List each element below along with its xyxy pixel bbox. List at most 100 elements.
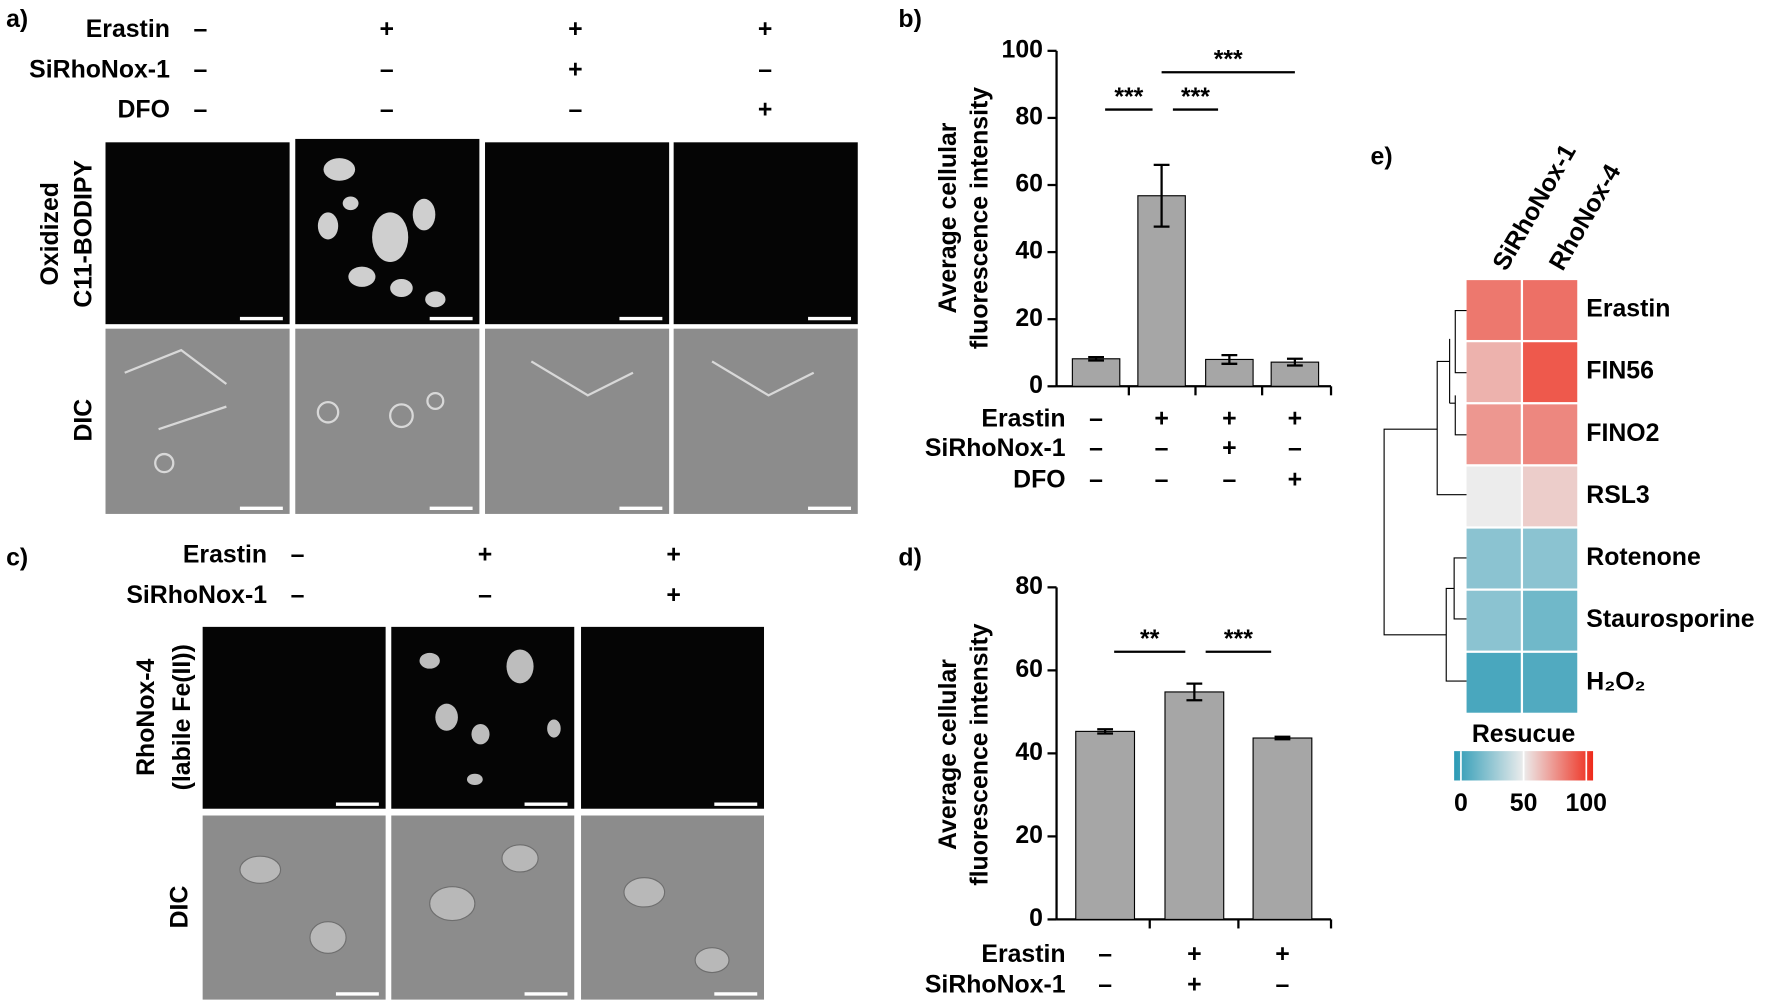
error-bar <box>1097 728 1114 735</box>
micrograph <box>581 815 765 1000</box>
condition-sign: – <box>1098 941 1112 968</box>
condition-label: SiRhoNox-1 <box>126 582 267 609</box>
row-label: Erastin <box>1586 296 1670 323</box>
condition-sign: – <box>1222 467 1236 494</box>
condition-sign: + <box>568 57 583 84</box>
condition-sign: + <box>1288 467 1303 494</box>
condition-sign: + <box>758 16 772 43</box>
condition-sign: – <box>380 96 394 123</box>
panel-c-images <box>202 626 765 1000</box>
condition-sign: – <box>758 57 772 84</box>
y-axis-title: fluorescence intensity <box>966 87 993 349</box>
condition-sign: – <box>193 57 207 84</box>
y-tick-label: 20 <box>1015 822 1043 849</box>
colorbar-tick-label: 0 <box>1454 790 1468 817</box>
bar <box>1075 730 1136 920</box>
condition-sign: + <box>568 16 583 43</box>
condition-sign: + <box>478 541 493 568</box>
condition-sign: + <box>1187 972 1202 999</box>
y-tick-label: 60 <box>1015 171 1043 198</box>
micrograph <box>485 328 670 514</box>
condition-sign: – <box>1155 435 1169 462</box>
micrograph <box>105 142 290 325</box>
condition-sign: + <box>758 96 772 123</box>
condition-sign: + <box>1222 435 1237 462</box>
significance-label: ** <box>1140 626 1160 653</box>
row-label: DIC <box>71 399 98 442</box>
condition-sign: – <box>1089 435 1103 462</box>
row-label: FINO2 <box>1586 420 1659 447</box>
panel-label: c) <box>6 545 28 572</box>
micrograph <box>202 626 386 809</box>
y-tick-label: 80 <box>1015 573 1043 600</box>
condition-sign: + <box>1222 406 1237 433</box>
condition-sign: – <box>1089 406 1103 433</box>
panel-label: a) <box>6 6 28 33</box>
significance-label: *** <box>1114 84 1143 111</box>
condition-sign: – <box>193 16 207 43</box>
row-label: RhoNox-4 <box>133 658 160 775</box>
row-label: Staurosporine <box>1586 606 1754 633</box>
condition-label: SiRhoNox-1 <box>925 972 1066 999</box>
heatmap-cell <box>1466 280 1521 340</box>
condition-sign: + <box>1154 406 1169 433</box>
heatmap-cell <box>1523 590 1578 651</box>
significance-label: *** <box>1214 47 1243 74</box>
heatmap-cell <box>1523 404 1578 465</box>
micrograph <box>391 815 575 1000</box>
heatmap-cell <box>1466 404 1521 465</box>
condition-label: SiRhoNox-1 <box>29 57 170 84</box>
row-label: RSL3 <box>1586 482 1649 509</box>
heatmap-cell <box>1523 342 1578 403</box>
heatmap-cell <box>1466 528 1521 589</box>
heatmap-cell <box>1523 652 1578 713</box>
condition-label: DFO <box>117 96 169 123</box>
condition-sign: + <box>1288 406 1303 433</box>
error-bar <box>1088 355 1104 362</box>
y-tick-label: 0 <box>1029 372 1043 399</box>
row-label: Oxidized <box>37 182 64 285</box>
condition-sign: – <box>568 96 582 123</box>
micrograph <box>485 142 670 325</box>
error-bar <box>1221 353 1238 365</box>
cell-outlines <box>239 844 730 974</box>
micrograph <box>202 815 386 1000</box>
colorbar-tick-label: 100 <box>1566 790 1607 817</box>
colorbar-tick-label: 50 <box>1510 790 1538 817</box>
significance-label: *** <box>1224 626 1253 653</box>
micrograph <box>391 626 575 809</box>
y-tick-label: 0 <box>1029 905 1043 932</box>
condition-sign: – <box>1155 467 1169 494</box>
heatmap-cell <box>1523 280 1578 340</box>
panel-a-images <box>105 138 858 514</box>
heatmap-cell <box>1523 466 1578 527</box>
error-bar <box>1153 163 1170 228</box>
condition-sign: – <box>1276 972 1290 999</box>
row-label: FIN56 <box>1586 358 1654 385</box>
y-axis-title: Average cellular <box>935 122 962 313</box>
condition-label: DFO <box>1013 467 1065 494</box>
panel-label: e) <box>1371 144 1393 171</box>
micrograph <box>673 328 858 514</box>
bar <box>1164 691 1225 920</box>
cells <box>419 649 561 786</box>
condition-sign: – <box>478 582 492 609</box>
row-label: (labile Fe(II)) <box>169 644 196 790</box>
panel-label: d) <box>898 545 921 572</box>
condition-label: Erastin <box>86 16 170 43</box>
y-tick-label: 80 <box>1015 103 1043 130</box>
row-label: DIC <box>167 886 194 929</box>
condition-sign: – <box>1089 467 1103 494</box>
y-tick-label: 40 <box>1015 238 1043 265</box>
y-tick-label: 20 <box>1015 305 1043 332</box>
cells <box>317 158 446 308</box>
condition-sign: – <box>291 582 305 609</box>
condition-sign: – <box>1098 972 1112 999</box>
condition-sign: – <box>291 541 305 568</box>
cell-outlines <box>124 348 815 474</box>
micrograph <box>673 142 858 325</box>
error-bar <box>1186 682 1203 702</box>
error-bar <box>1274 735 1291 741</box>
error-bar <box>1286 357 1303 367</box>
